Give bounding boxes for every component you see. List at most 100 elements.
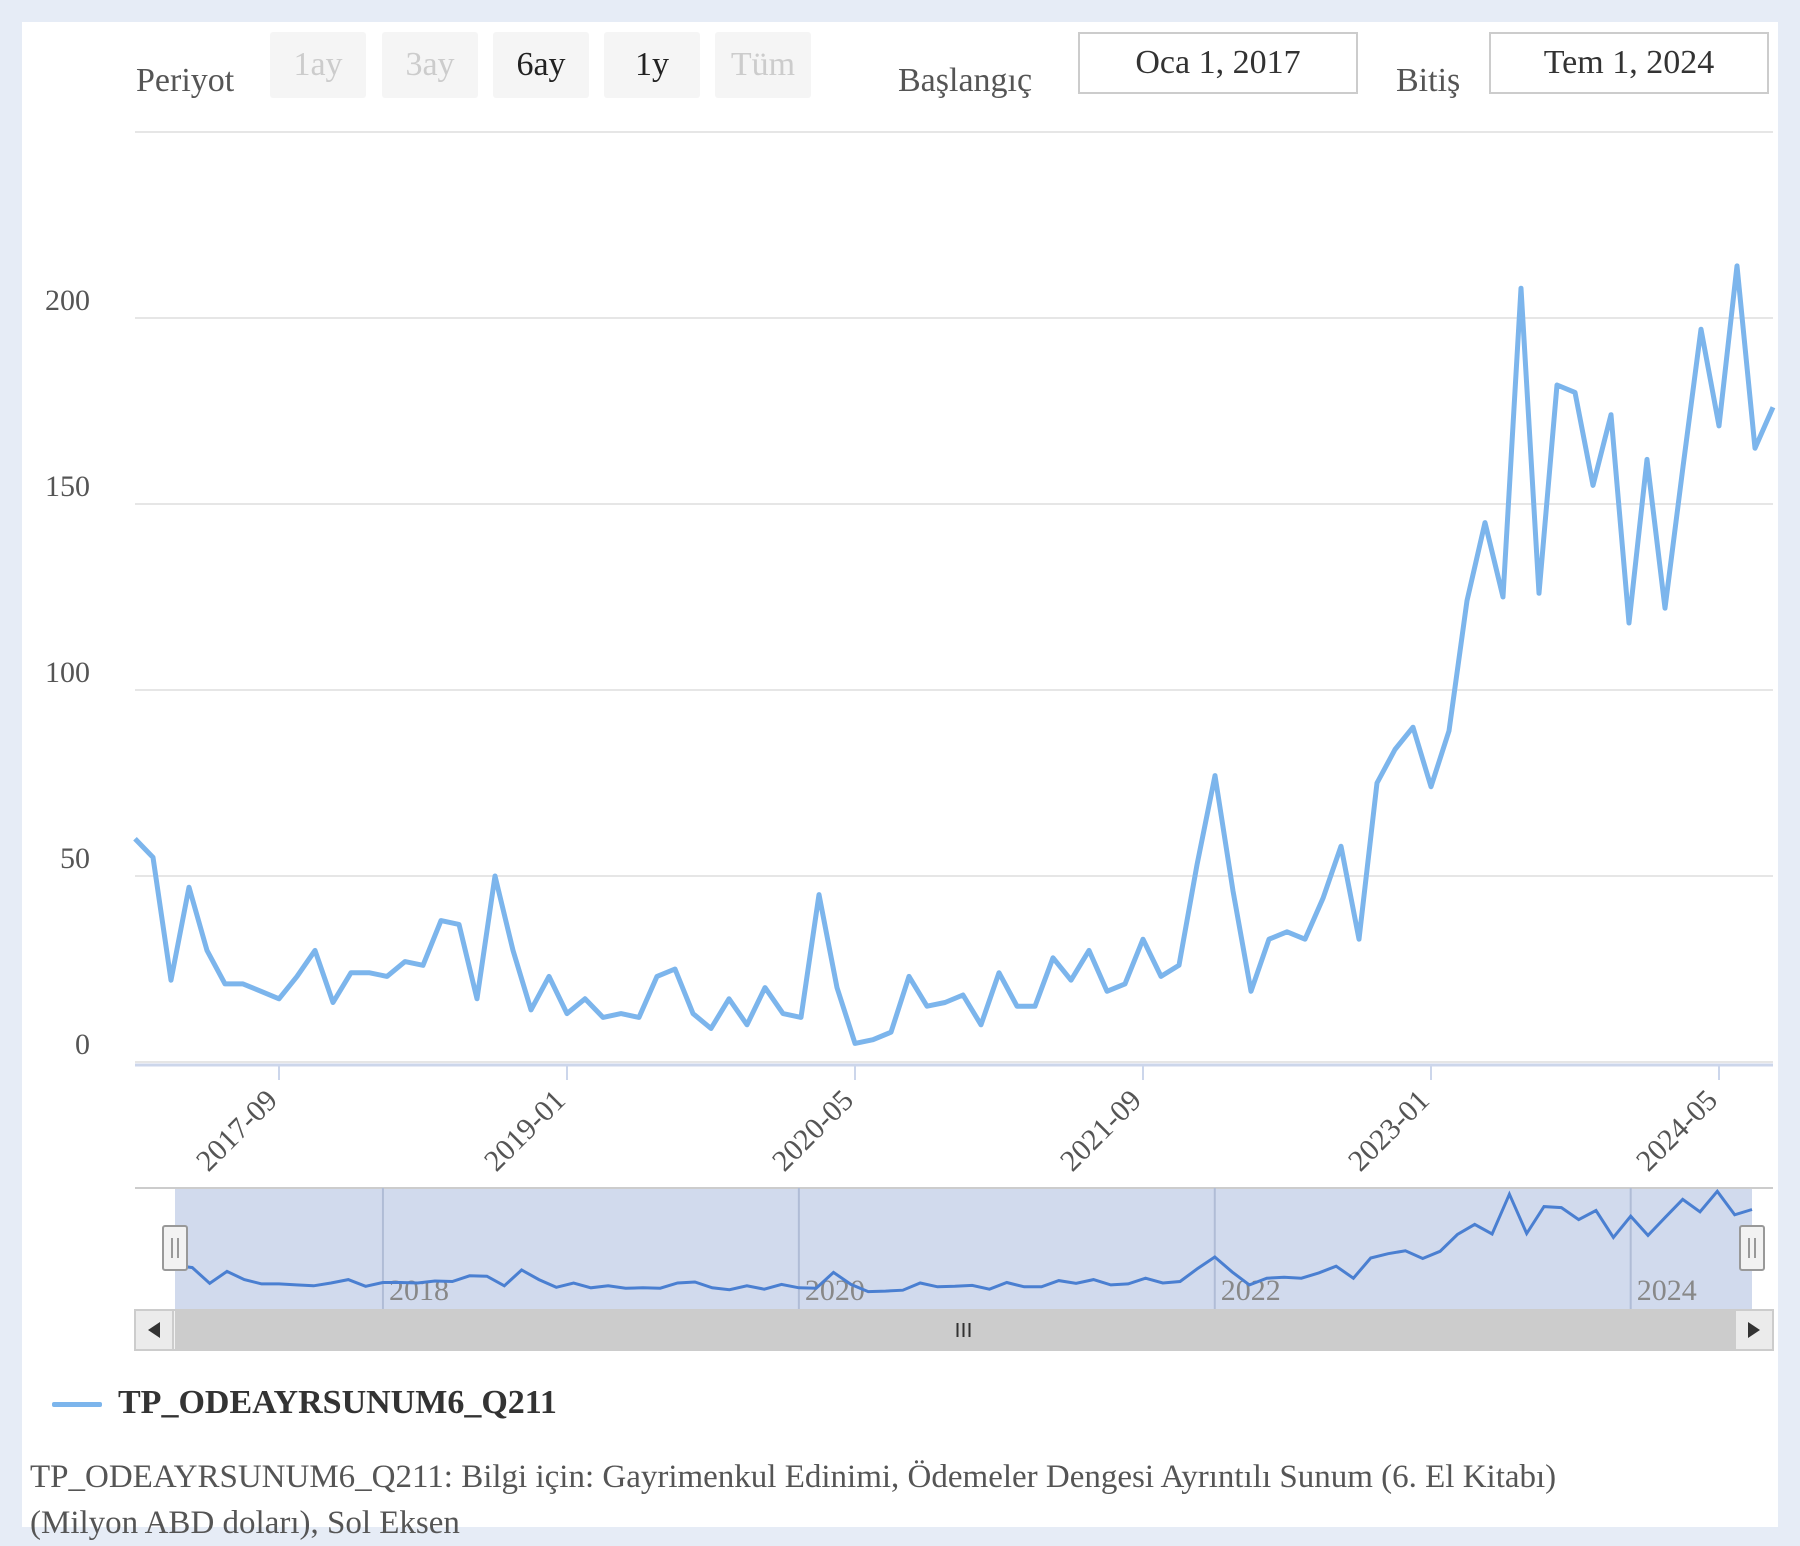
data-point[interactable] bbox=[1086, 947, 1092, 953]
data-point[interactable] bbox=[834, 985, 840, 991]
end-date-input[interactable]: Tem 1, 2024 bbox=[1489, 32, 1769, 94]
series-line[interactable] bbox=[133, 263, 1776, 1046]
data-point[interactable] bbox=[582, 996, 588, 1002]
data-point[interactable] bbox=[492, 873, 498, 879]
data-point[interactable] bbox=[1644, 456, 1650, 462]
data-point[interactable] bbox=[1014, 1003, 1020, 1009]
data-point[interactable] bbox=[1356, 936, 1362, 942]
data-point[interactable] bbox=[366, 970, 372, 976]
data-point[interactable] bbox=[276, 996, 282, 1002]
data-point[interactable] bbox=[780, 1011, 786, 1017]
data-point[interactable] bbox=[996, 970, 1002, 976]
data-point[interactable] bbox=[294, 973, 300, 979]
data-point[interactable] bbox=[1482, 520, 1488, 526]
data-point[interactable] bbox=[1698, 326, 1704, 332]
data-point[interactable] bbox=[150, 854, 156, 860]
data-point[interactable] bbox=[1518, 285, 1524, 291]
range-button-all[interactable]: Tüm bbox=[715, 32, 811, 98]
data-point[interactable] bbox=[1176, 962, 1182, 968]
data-point[interactable] bbox=[1068, 977, 1074, 983]
grip-icon[interactable] bbox=[956, 1323, 971, 1337]
data-point[interactable] bbox=[1446, 728, 1452, 734]
data-point[interactable] bbox=[762, 985, 768, 991]
data-point[interactable] bbox=[438, 918, 444, 924]
navigator-selection[interactable] bbox=[175, 1188, 1752, 1310]
data-point[interactable] bbox=[1158, 973, 1164, 979]
data-point[interactable] bbox=[1050, 955, 1056, 961]
data-point[interactable] bbox=[132, 836, 138, 842]
data-point[interactable] bbox=[564, 1011, 570, 1017]
data-point[interactable] bbox=[744, 1022, 750, 1028]
data-point[interactable] bbox=[420, 962, 426, 968]
data-point[interactable] bbox=[258, 988, 264, 994]
data-point[interactable] bbox=[1500, 594, 1506, 600]
data-point[interactable] bbox=[618, 1011, 624, 1017]
data-point[interactable] bbox=[384, 973, 390, 979]
data-point[interactable] bbox=[1554, 382, 1560, 388]
data-point[interactable] bbox=[690, 1011, 696, 1017]
data-point[interactable] bbox=[870, 1037, 876, 1043]
data-point[interactable] bbox=[1374, 780, 1380, 786]
arrow-left-icon[interactable] bbox=[134, 1309, 174, 1351]
range-button-6ay[interactable]: 6ay bbox=[493, 32, 589, 98]
data-point[interactable] bbox=[1716, 423, 1722, 429]
data-point[interactable] bbox=[474, 996, 480, 1002]
data-point[interactable] bbox=[1428, 784, 1434, 790]
data-point[interactable] bbox=[1032, 1003, 1038, 1009]
data-point[interactable] bbox=[1212, 773, 1218, 779]
data-point[interactable] bbox=[1338, 843, 1344, 849]
data-point[interactable] bbox=[978, 1022, 984, 1028]
data-point[interactable] bbox=[600, 1014, 606, 1020]
data-point[interactable] bbox=[1266, 936, 1272, 942]
data-point[interactable] bbox=[816, 892, 822, 898]
range-button-3ay[interactable]: 3ay bbox=[382, 32, 478, 98]
data-point[interactable] bbox=[942, 999, 948, 1005]
data-point[interactable] bbox=[1770, 404, 1776, 410]
data-point[interactable] bbox=[1626, 620, 1632, 626]
data-point[interactable] bbox=[1572, 389, 1578, 395]
data-point[interactable] bbox=[222, 981, 228, 987]
data-point[interactable] bbox=[654, 973, 660, 979]
data-point[interactable] bbox=[1662, 605, 1668, 611]
data-point[interactable] bbox=[1302, 936, 1308, 942]
data-point[interactable] bbox=[1464, 598, 1470, 604]
data-point[interactable] bbox=[1140, 936, 1146, 942]
data-point[interactable] bbox=[1230, 888, 1236, 894]
range-button-1y[interactable]: 1y bbox=[604, 32, 700, 98]
data-point[interactable] bbox=[546, 973, 552, 979]
data-point[interactable] bbox=[852, 1040, 858, 1046]
data-point[interactable] bbox=[672, 966, 678, 972]
data-point[interactable] bbox=[1680, 464, 1686, 470]
data-point[interactable] bbox=[726, 996, 732, 1002]
data-point[interactable] bbox=[510, 947, 516, 953]
navigator-left-handle[interactable] bbox=[162, 1225, 188, 1271]
data-point[interactable] bbox=[960, 992, 966, 998]
data-point[interactable] bbox=[1320, 895, 1326, 901]
data-point[interactable] bbox=[528, 1007, 534, 1013]
data-point[interactable] bbox=[312, 947, 318, 953]
data-point[interactable] bbox=[1284, 929, 1290, 935]
data-point[interactable] bbox=[1752, 445, 1758, 451]
data-point[interactable] bbox=[402, 959, 408, 965]
data-point[interactable] bbox=[348, 970, 354, 976]
data-point[interactable] bbox=[708, 1026, 714, 1032]
data-point[interactable] bbox=[456, 921, 462, 927]
data-point[interactable] bbox=[1608, 412, 1614, 418]
data-point[interactable] bbox=[1248, 988, 1254, 994]
data-point[interactable] bbox=[204, 947, 210, 953]
start-date-input[interactable]: Oca 1, 2017 bbox=[1078, 32, 1358, 94]
data-point[interactable] bbox=[1410, 724, 1416, 730]
data-point[interactable] bbox=[1392, 747, 1398, 753]
arrow-right-icon[interactable] bbox=[1734, 1309, 1774, 1351]
data-point[interactable] bbox=[798, 1014, 804, 1020]
data-point[interactable] bbox=[906, 973, 912, 979]
data-point[interactable] bbox=[168, 977, 174, 983]
data-point[interactable] bbox=[1104, 988, 1110, 994]
range-button-1ay[interactable]: 1ay bbox=[270, 32, 366, 98]
data-point[interactable] bbox=[1536, 590, 1542, 596]
data-point[interactable] bbox=[888, 1029, 894, 1035]
navigator-right-handle[interactable] bbox=[1739, 1225, 1765, 1271]
data-point[interactable] bbox=[924, 1003, 930, 1009]
data-point[interactable] bbox=[186, 884, 192, 890]
data-point[interactable] bbox=[1122, 981, 1128, 987]
